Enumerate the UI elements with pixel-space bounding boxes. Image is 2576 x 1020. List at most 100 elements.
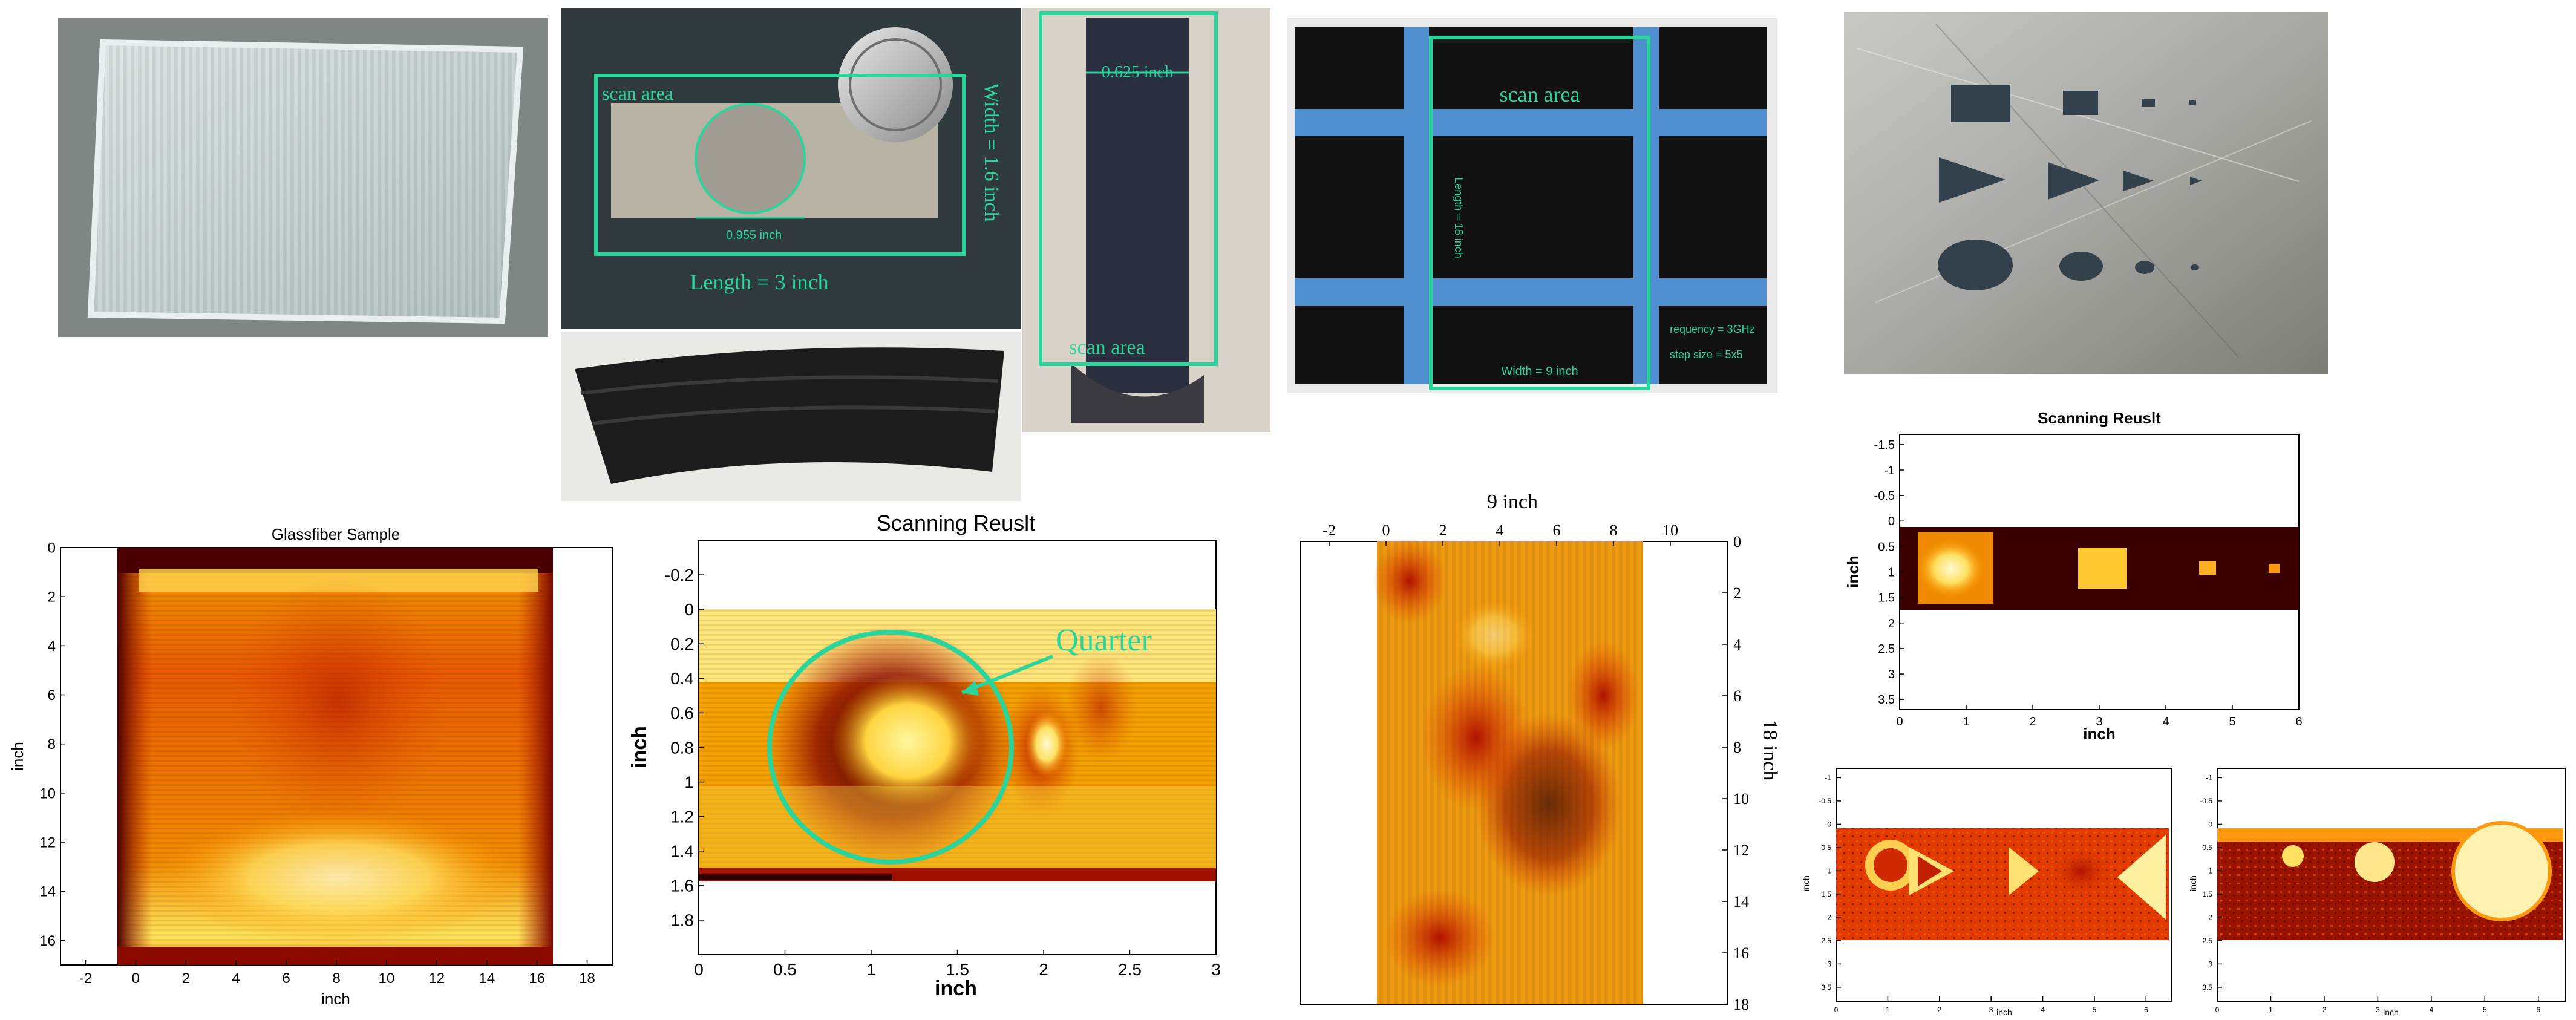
chart-glassfiber: Glassfiber Sample -2 0 2 4 6 8 10 12 14 16 18 0 2 4 6… [8,525,613,1008]
x-tick-label: 0 [132,970,140,987]
x-tick-label: 0 [694,960,704,979]
y-ticks: -1 -0.5 0 0.5 1 1.5 2 2.5 3 3.5 [1819,774,1841,992]
arrow-head-icon [962,681,979,696]
x-tick-label: 14 [479,970,495,987]
y-tick-label: 10 [39,785,56,802]
y-tick-label: 1.4 [670,842,694,861]
photo4-length-label: Length = 18 inch [1453,177,1465,258]
quarter-annotation: Quarter [1056,623,1152,658]
photo3-scan-area-label: scan area [1069,336,1145,359]
x-axis-label: inch [1996,1007,2012,1017]
chart-title: 9 inch [1487,491,1538,513]
y-ticks: -1 -0.5 0 0.5 1 1.5 2 2.5 3 3.5 [2200,774,2222,992]
y-tick-label: 0 [2208,820,2212,829]
y-tick-label: -0.5 [1819,797,1831,805]
x-tick-label: 4 [1496,521,1504,539]
x-tick-label: 4 [2162,715,2169,728]
y-tick-label: -1 [1884,464,1895,477]
y-ticks: -1.5 -1 -0.5 0 0.5 1 1.5 2 2.5 3 3.5 [1874,439,1904,707]
y-tick-label: 18 [1733,996,1749,1013]
x-tick-label: -2 [1322,521,1336,539]
photo2-dim-label: 0.955 inch [726,229,782,242]
y-tick-label: 3 [2208,960,2212,969]
x-tick-label: 18 [579,970,595,987]
y-tick-label: 14 [39,884,56,900]
chart-circles: 0 1 2 3 4 5 6 -1 -0.5 0 0.5 1 1.5 2 2.5 3 3.5 inch inch [2188,768,2566,1017]
y-tick-label: 2 [2208,914,2212,922]
y-tick-label: 12 [39,834,56,851]
x-tick-label: 12 [428,970,445,987]
y-tick-label: 2 [1733,584,1741,602]
x-axis-label: inch [935,977,977,1000]
x-tick-label: 16 [529,970,545,987]
heatmap-image [2217,821,2563,940]
y-tick-label: 1.6 [670,877,694,895]
y-tick-label: 0.8 [670,738,694,757]
photo2-scan-area-label: scan area [602,82,673,104]
y-tick-label: 3 [1827,960,1831,969]
x-tick-label: 6 [2144,1005,2148,1014]
y-tick-label: 8 [48,736,56,753]
y-tick-label: 2 [48,589,56,606]
y-axis-label: inch [628,726,651,768]
x-tick-label: 6 [1553,521,1561,539]
heatmap-image [1900,527,2299,610]
x-axis-label: inch [321,990,350,1008]
photo4-freq-label: requency = 3GHz [1670,323,1755,335]
photo2-length-label: Length = 3 inch [690,270,828,294]
x-tick-label: 8 [332,970,340,987]
photo-glassfiber-plate [58,18,548,337]
y-axis-label: inch [8,742,27,771]
y-tick-label: -1.5 [1874,439,1895,452]
x-tick-label: 4 [2430,1005,2434,1014]
y-tick-label: 12 [1733,842,1749,859]
chart-squares: Scanning Reuslt 0 1 2 3 4 5 6 -1.5 -1 -0.5 0 0.5 1 1… [1844,409,2303,743]
chart-title: Glassfiber Sample [272,525,400,543]
y-tick-label: 2 [1827,914,1831,922]
y-tick-label: 16 [39,933,56,949]
chart-quarter: Scanning Reuslt Quarter 0 0.5 1 1.5 2 2.5 3 -0… [628,511,1221,1000]
x-tick-label: 3 [1211,960,1221,979]
y-axis-label: inch [1801,875,1811,891]
y-axis-label: inch [2188,875,2198,891]
y-tick-label: 2.5 [1878,642,1895,656]
y-tick-label: 1 [1888,566,1895,580]
photo-metal-shapes [1844,12,2328,374]
x-tick-label: -2 [79,970,92,987]
x-tick-label: 2 [2029,715,2036,728]
x-tick-label: 6 [282,970,290,987]
y-tick-label: 0 [1888,515,1895,528]
x-tick-label: 5 [2093,1005,2097,1014]
y-tick-label: 0 [684,600,694,619]
photo-curved-sample [561,332,1021,501]
y-tick-label: 0.4 [670,669,694,688]
y-tick-label: 0 [1733,533,1741,551]
x-axis-label: inch [2083,725,2115,743]
y-tick-label: 0 [1827,820,1831,829]
x-tick-label: 5 [2483,1005,2487,1014]
x-tick-label: 3 [2376,1005,2380,1014]
y-tick-label: 1.5 [1878,592,1895,605]
y-ticks: 0 2 4 6 8 10 12 14 16 [39,540,65,949]
x-tick-label: 1 [2269,1005,2273,1014]
x-tick-label: 3 [2096,715,2102,728]
x-ticks: -2 0 2 4 6 8 10 12 14 16 18 [79,960,595,987]
chart-title: Scanning Reuslt [2038,409,2161,427]
y-tick-label: 1 [1827,867,1831,875]
x-tick-label: 2 [1039,960,1048,979]
x-tick-label: 2 [1439,521,1447,539]
y-tick-label: 2.5 [2202,937,2212,945]
y-tick-label: 0.6 [670,704,694,722]
y-tick-label: 2 [1888,617,1895,630]
x-tick-label: 0.5 [773,960,797,979]
y-tick-label: 16 [1733,944,1749,962]
heatmap-image [1836,828,2169,940]
x-tick-label: 2 [1937,1005,1941,1014]
x-tick-label: 0 [1834,1005,1839,1014]
y-tick-label: 1.8 [670,911,694,930]
y-ticks: -0.2 0 0.2 0.4 0.6 0.8 1 1.2 1.4 1.6 1.8 [665,566,704,930]
photo-quarter-sample: scan area 0.955 inch Width = 1.6 inch Le… [561,8,1021,329]
y-tick-label: -0.2 [665,566,694,584]
y-tick-label: 0.2 [670,635,694,653]
y-tick-label: 14 [1733,893,1749,910]
